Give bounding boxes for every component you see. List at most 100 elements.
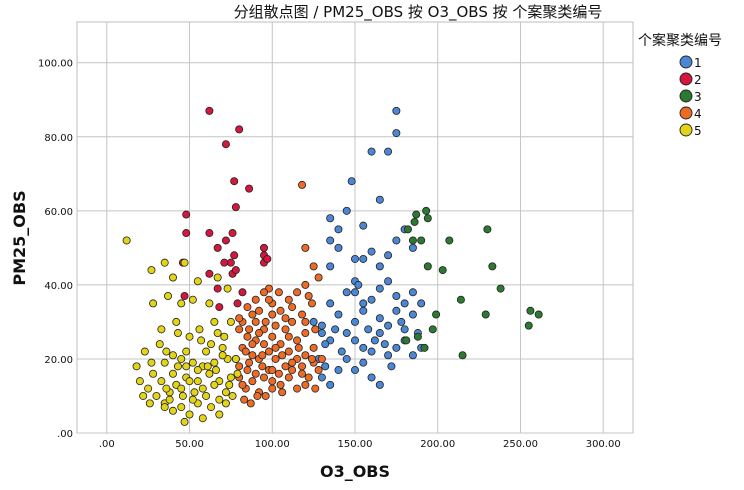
y-axis-title: PM25_OBS [10, 190, 29, 285]
data-point [380, 340, 389, 349]
data-point [298, 362, 307, 371]
data-point [526, 306, 535, 315]
data-point [145, 399, 154, 408]
data-point [412, 210, 421, 219]
data-point [243, 366, 252, 375]
data-point [155, 340, 164, 349]
legend-label-3: 3 [694, 90, 702, 104]
legend-marker-1 [679, 55, 693, 69]
data-point [259, 288, 268, 297]
data-point [281, 314, 290, 323]
data-point [253, 391, 262, 400]
data-point [384, 147, 393, 156]
data-point [281, 325, 290, 334]
data-point [223, 284, 232, 293]
data-point [350, 336, 359, 345]
data-point [276, 306, 285, 315]
data-point [160, 403, 169, 412]
data-point [202, 347, 211, 356]
data-point [408, 351, 417, 360]
data-point [428, 325, 437, 334]
data-point [261, 391, 270, 400]
data-point [162, 347, 171, 356]
data-point [264, 347, 273, 356]
data-point [387, 362, 396, 371]
data-point [238, 380, 247, 389]
data-point [364, 325, 373, 334]
data-point [228, 391, 237, 400]
data-point [185, 377, 194, 386]
data-point [198, 414, 207, 423]
data-point [226, 373, 235, 382]
data-point [246, 399, 255, 408]
data-point [225, 380, 234, 389]
data-point [165, 395, 174, 404]
data-point [202, 391, 211, 400]
data-point [276, 380, 285, 389]
x-tick-label: 50.00 [175, 439, 204, 450]
data-point [375, 314, 384, 323]
data-point [245, 184, 254, 193]
data-point [384, 351, 393, 360]
data-point [139, 391, 148, 400]
data-point [132, 362, 141, 371]
data-point [408, 236, 417, 245]
data-point [168, 273, 177, 282]
data-point [392, 236, 401, 245]
data-point [370, 336, 379, 345]
x-tick-label: 150.00 [338, 439, 373, 450]
data-point [392, 306, 401, 315]
data-point [197, 336, 206, 345]
data-point [337, 347, 346, 356]
data-point [534, 310, 543, 319]
data-point [228, 229, 237, 238]
data-point [331, 325, 340, 334]
data-point [213, 329, 222, 338]
data-point [182, 229, 191, 238]
data-point [423, 214, 432, 223]
data-point [268, 310, 277, 319]
data-point [367, 295, 376, 304]
data-point [458, 351, 467, 360]
data-point [248, 340, 257, 349]
data-point [496, 284, 505, 293]
data-point [400, 325, 409, 334]
data-point [392, 129, 401, 138]
data-point [210, 358, 219, 367]
data-point [350, 288, 359, 297]
data-point [215, 303, 224, 312]
data-point [193, 277, 202, 286]
data-point [307, 354, 316, 363]
data-point [342, 329, 351, 338]
data-point [483, 225, 492, 234]
data-point [342, 288, 351, 297]
data-point [392, 106, 401, 115]
data-point [180, 417, 189, 426]
series-5 [122, 236, 242, 426]
data-point [359, 254, 368, 263]
data-point [182, 347, 191, 356]
data-point [392, 291, 401, 300]
data-point [248, 310, 257, 319]
data-point [178, 391, 187, 400]
data-point [185, 332, 194, 341]
data-point [359, 306, 368, 315]
data-point [413, 332, 422, 341]
data-point [288, 303, 297, 312]
data-point [157, 325, 166, 334]
data-point [456, 295, 465, 304]
data-point [367, 147, 376, 156]
data-point [160, 358, 169, 367]
data-point [410, 217, 419, 226]
data-point [258, 351, 267, 360]
data-point [392, 343, 401, 352]
data-point [278, 351, 287, 360]
y-tick-label: .00 [57, 429, 73, 440]
data-point [284, 332, 293, 341]
data-point [293, 384, 302, 393]
data-point [220, 258, 229, 267]
data-point [213, 284, 222, 293]
y-tick-label: 40.00 [44, 281, 73, 292]
data-point [218, 343, 227, 352]
data-point [205, 369, 214, 378]
